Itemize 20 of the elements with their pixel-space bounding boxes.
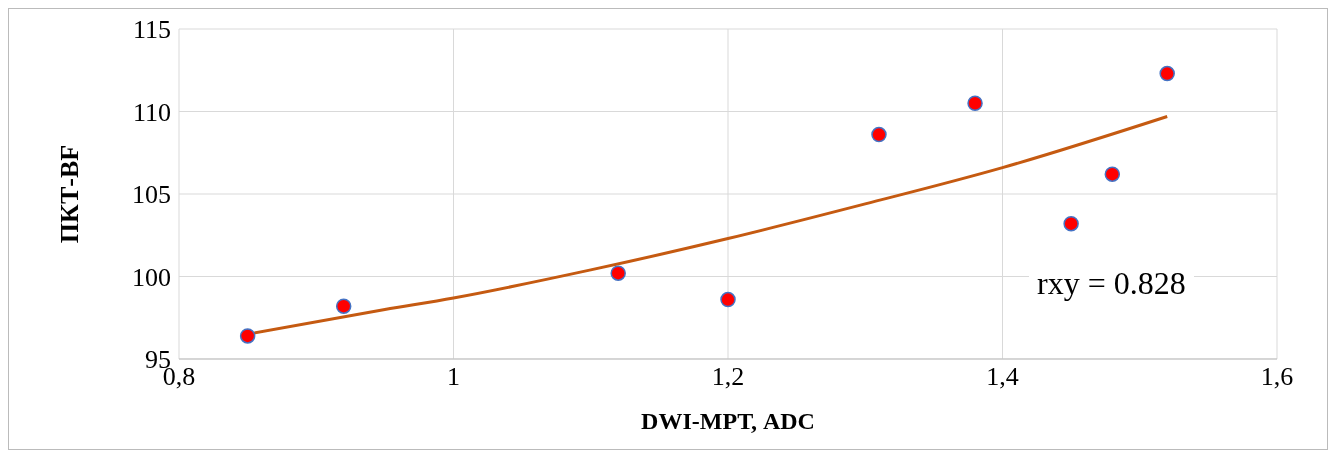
point bbox=[1063, 215, 1079, 232]
point bbox=[720, 291, 736, 308]
x-tick-label: 1,4 bbox=[986, 362, 1019, 392]
y-axis-title: ПКТ-BF bbox=[55, 144, 85, 244]
x-axis-title: DWI-МРТ, ADC bbox=[641, 408, 815, 434]
y-tick-label: 110 bbox=[132, 97, 171, 127]
y-tick-label: 115 bbox=[132, 15, 171, 45]
y-tick-label: 100 bbox=[132, 262, 171, 292]
point bbox=[1104, 166, 1121, 182]
y-tick-label: 105 bbox=[132, 180, 171, 210]
point bbox=[1159, 65, 1175, 82]
point bbox=[871, 126, 887, 143]
x-tick-label: 1,6 bbox=[1260, 362, 1294, 392]
point bbox=[335, 298, 352, 314]
point bbox=[610, 265, 626, 281]
point bbox=[967, 95, 983, 111]
x-tick-label: 1 bbox=[447, 362, 460, 392]
annotation: rxy = 0.828 bbox=[1029, 261, 1194, 306]
point bbox=[239, 328, 256, 344]
x-tick-label: 1,2 bbox=[711, 362, 745, 392]
